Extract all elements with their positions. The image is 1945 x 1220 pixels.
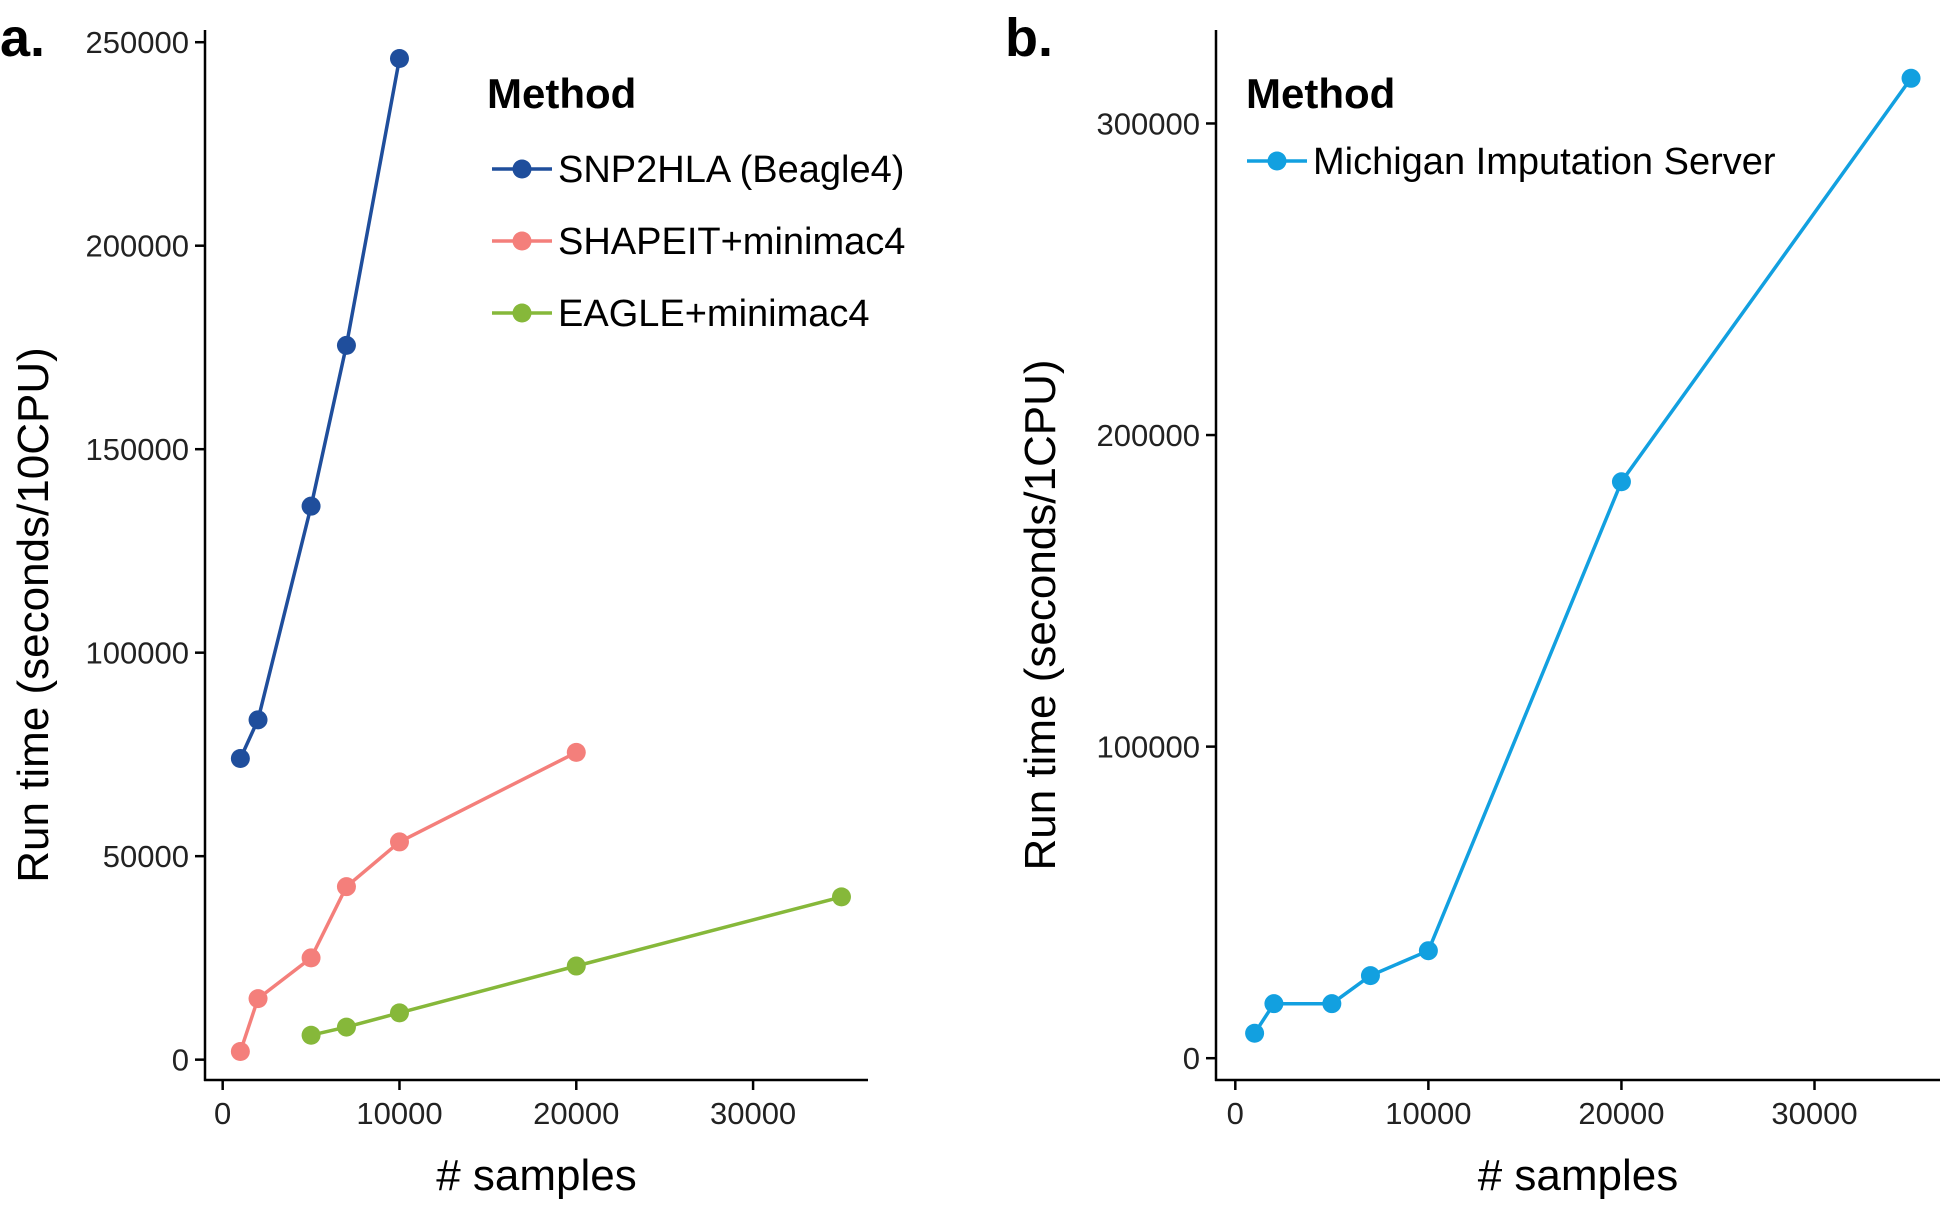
x-tick-label: 10000 xyxy=(1385,1096,1471,1131)
series-1 xyxy=(230,742,586,1062)
y-tick-label: 150000 xyxy=(86,432,189,467)
data-point xyxy=(336,877,356,897)
data-point xyxy=(336,335,356,355)
y-tick-label: 200000 xyxy=(1097,418,1200,453)
legend: Method Michigan Imputation Server xyxy=(1246,70,1776,183)
data-point xyxy=(831,887,851,907)
data-point xyxy=(389,1003,409,1023)
y-tick-label: 100000 xyxy=(1097,730,1200,765)
data-point xyxy=(1264,994,1284,1014)
data-point xyxy=(1418,941,1438,961)
legend-key-point xyxy=(512,159,532,179)
y-axis-title: Run time (seconds/10CPU) xyxy=(9,347,58,883)
legend-entry-label: SHAPEIT+minimac4 xyxy=(558,221,905,263)
y-axis-title: Run time (seconds/1CPU) xyxy=(1016,359,1065,870)
series-line xyxy=(238,58,402,760)
legend-title: Method xyxy=(1246,70,1395,117)
y-tick-label: 200000 xyxy=(86,229,189,264)
legend-key-point xyxy=(512,231,532,251)
data-point xyxy=(1245,1023,1265,1043)
series-line xyxy=(1253,77,1913,1035)
series-2 xyxy=(301,887,851,1045)
legend-entry-label: EAGLE+minimac4 xyxy=(558,293,870,335)
chart-panel-b: b. 0 100000 200000 300000 0 10000 20000 30000 # s… xyxy=(1005,8,1940,1200)
data-point xyxy=(301,948,321,968)
legend: Method SNP2HLA (Beagle4) SHAPEIT+minimac4 E… xyxy=(487,70,905,335)
data-point xyxy=(566,742,586,762)
legend-title: Method xyxy=(487,70,636,117)
y-tick-label: 50000 xyxy=(103,839,189,874)
data-point xyxy=(230,748,250,768)
x-axis-title: # samples xyxy=(436,1151,637,1200)
x-tick-label: 20000 xyxy=(533,1096,619,1131)
chart-panel-a: a. 0 50000 100000 150000 200000 250000 0 10000 20… xyxy=(0,8,905,1200)
x-tick-label: 30000 xyxy=(1771,1096,1857,1131)
y-tick-label: 0 xyxy=(172,1043,189,1078)
data-point xyxy=(248,710,268,730)
x-tick-label: 0 xyxy=(214,1096,231,1131)
x-axis-title: # samples xyxy=(1478,1151,1679,1200)
legend-key-point xyxy=(1267,151,1287,171)
data-point xyxy=(301,496,321,516)
y-tick-label: 100000 xyxy=(86,636,189,671)
series-0 xyxy=(1245,68,1921,1043)
legend-entry-label: Michigan Imputation Server xyxy=(1313,141,1776,183)
x-tick-label: 0 xyxy=(1227,1096,1244,1131)
y-tick-label: 0 xyxy=(1183,1041,1200,1076)
x-tick-label: 10000 xyxy=(356,1096,442,1131)
x-tick-label: 20000 xyxy=(1578,1096,1664,1131)
series-0 xyxy=(230,48,409,768)
y-tick-label: 300000 xyxy=(1097,106,1200,141)
data-point xyxy=(389,48,409,68)
y-tick-label: 250000 xyxy=(86,25,189,60)
data-point xyxy=(230,1042,250,1062)
data-point xyxy=(336,1017,356,1037)
panel-label: a. xyxy=(0,8,45,68)
legend-entry-label: SNP2HLA (Beagle4) xyxy=(558,149,904,191)
data-point xyxy=(566,956,586,976)
data-point xyxy=(1611,472,1631,492)
legend-key-point xyxy=(512,303,532,323)
panel-label: b. xyxy=(1005,8,1053,68)
data-point xyxy=(1360,966,1380,986)
data-point xyxy=(301,1025,321,1045)
data-point xyxy=(248,989,268,1009)
x-tick-label: 30000 xyxy=(710,1096,796,1131)
data-point xyxy=(389,832,409,852)
data-point xyxy=(1901,68,1921,88)
series-line xyxy=(238,750,578,1053)
data-point xyxy=(1322,994,1342,1014)
